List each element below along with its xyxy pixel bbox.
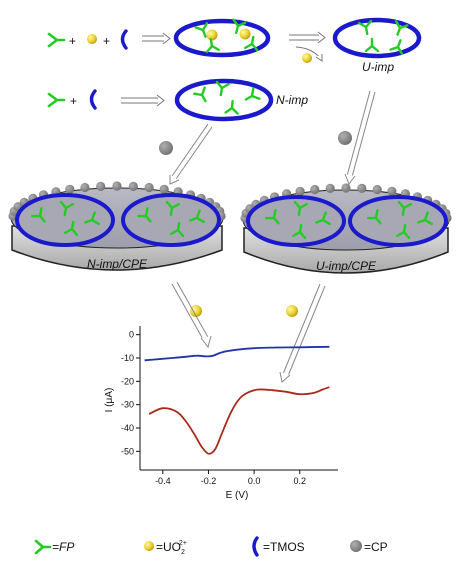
legend-uranyl-label: =UO22+ (156, 540, 187, 556)
plus-sign: + (69, 34, 76, 48)
carbon-paste-particle (372, 184, 382, 195)
y-tick-label: 0 (129, 330, 134, 340)
carbon-paste-particle (112, 181, 122, 191)
x-tick-label: 0.2 (294, 476, 307, 486)
chart-series (144, 345, 330, 455)
x-tick-label: -0.2 (201, 476, 217, 486)
carbon-paste-icon (350, 540, 362, 552)
legend-cp-label: =CP (364, 540, 388, 554)
tmos-icon (252, 536, 259, 557)
fp-monomer-icon (34, 539, 52, 555)
cp-addition-arrow-right (338, 90, 376, 186)
row-2-reagents: + (47, 89, 97, 110)
x-axis-label: E (V) (226, 490, 249, 501)
plus-sign: + (103, 34, 110, 48)
carbon-paste-particle (325, 183, 335, 193)
y-tick-label: -40 (121, 423, 134, 433)
legend-fp: =FP (34, 539, 74, 555)
carbon-paste-particle (80, 182, 90, 193)
uranyl-ion-icon (190, 305, 202, 317)
legend-cp: =CP (350, 540, 388, 554)
uranyl-ion-icon (302, 53, 312, 63)
series-line-n-imp-cpe (144, 345, 330, 362)
carbon-paste-particle (295, 186, 305, 196)
chart-axes: 0 -10 -20 -30 -40 -50 -0.4 -0.2 0.0 0.2 (121, 326, 338, 486)
y-tick-label: -20 (121, 376, 134, 386)
y-tick-label: -50 (121, 446, 134, 456)
uranyl-ion-icon (239, 28, 251, 40)
uranyl-ion-icon (286, 305, 298, 317)
uranyl-ion-icon (144, 541, 154, 551)
carbon-paste-particle (357, 183, 367, 193)
u-imp-cpe-electrode: U-imp/CPE (240, 183, 452, 274)
carbon-paste-icon (338, 131, 352, 145)
particle-with-template (173, 18, 271, 58)
legend: =FP =UO22+ =TMOS =CP (34, 536, 388, 557)
fp-monomer-icon (47, 92, 66, 108)
uranyl-ion-icon (87, 34, 97, 44)
x-tick-label: 0.0 (248, 476, 261, 486)
tmos-icon (89, 89, 97, 110)
carbon-paste-particle (144, 182, 154, 193)
y-tick-label: -10 (121, 353, 134, 363)
n-imp-cpe-electrode: N-imp/CPE (8, 181, 226, 271)
carbon-paste-particle (65, 184, 75, 194)
y-axis-label: I (μA) (104, 388, 115, 413)
y-tick-label: -30 (121, 400, 134, 410)
n-imp-cpe-label: N-imp/CPE (87, 257, 148, 271)
legend-tmos: =TMOS (252, 536, 305, 557)
cp-addition-arrow-left (159, 123, 213, 185)
row-1-reagents: + + (47, 29, 128, 50)
carbon-paste-particle (341, 183, 351, 193)
arrow-u-imp-to-curve (279, 283, 326, 383)
carbon-paste-particle (159, 184, 169, 194)
carbon-paste-particle (128, 181, 138, 191)
plus-sign: + (70, 94, 77, 108)
legend-fp-label: =FP (52, 540, 74, 554)
u-imp-cpe-label: U-imp/CPE (316, 259, 377, 273)
reaction-arrow-2 (121, 94, 165, 107)
n-imp-particle (174, 78, 274, 122)
fp-monomer-icon (47, 32, 66, 48)
legend-tmos-label: =TMOS (263, 540, 305, 554)
carbon-paste-particle (310, 184, 320, 195)
u-imp-particle (332, 17, 422, 59)
series-line-u-imp-cpe (148, 386, 330, 455)
u-imp-label: U-imp (362, 60, 394, 74)
reaction-arrow-1 (142, 32, 171, 45)
template-removal-arrow (289, 31, 326, 63)
voltammogram-chart: 0 -10 -20 -30 -40 -50 -0.4 -0.2 0.0 0.2 E (V) I (… (104, 326, 338, 501)
x-tick-label: -0.4 (155, 476, 171, 486)
carbon-paste-particle (387, 186, 397, 196)
carbon-paste-particle (96, 181, 106, 191)
uranyl-ion-icon (206, 29, 218, 41)
carbon-paste-icon (159, 141, 173, 155)
n-imp-label: N-imp (276, 93, 308, 107)
tmos-icon (120, 29, 128, 50)
arrow-n-imp-to-curve (171, 281, 212, 349)
legend-uranyl: =UO22+ (144, 540, 187, 556)
